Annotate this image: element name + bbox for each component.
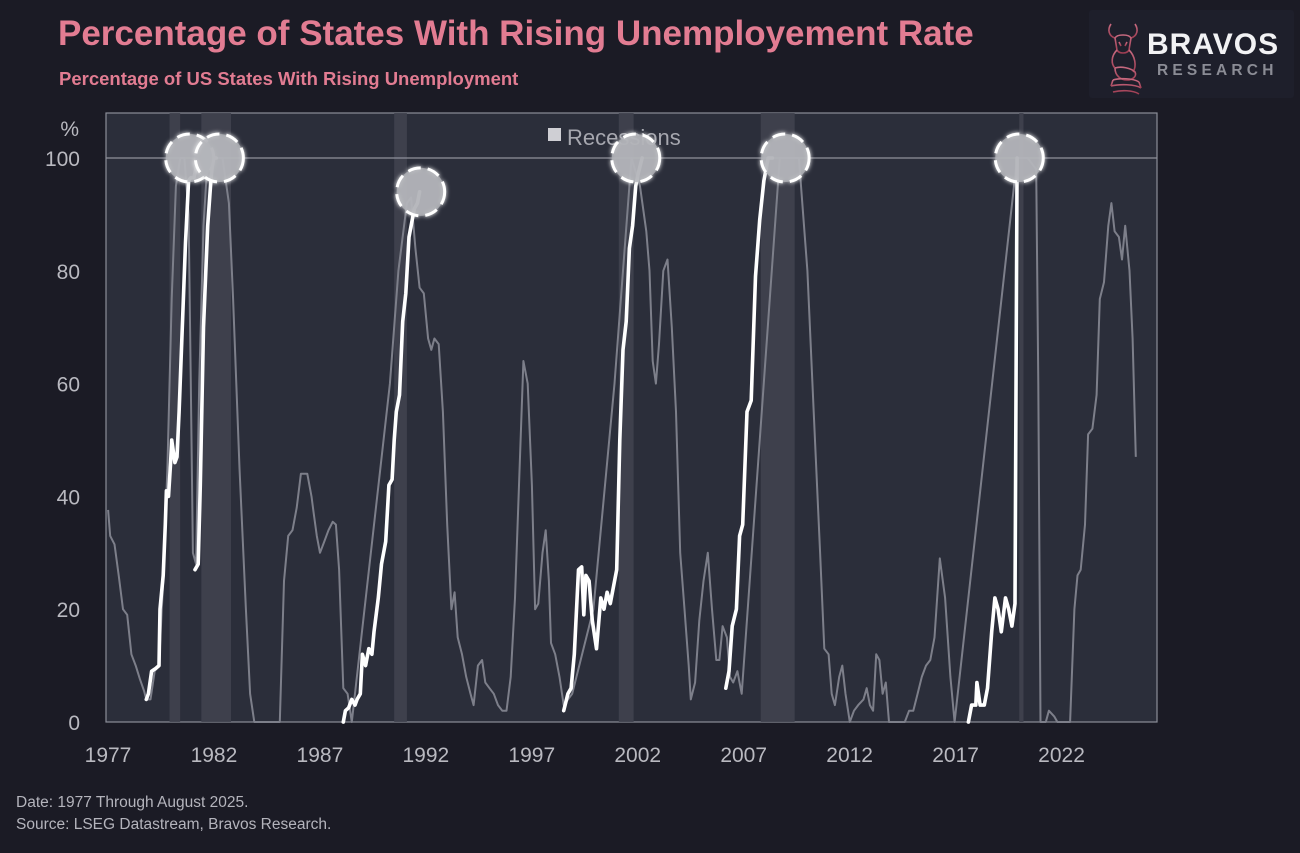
x-tick-label-1977: 1977 <box>85 744 132 767</box>
logo-tagline: RESEARCH <box>1157 62 1278 79</box>
base-series <box>107 157 1137 723</box>
highlight-segment-5 <box>966 156 1019 724</box>
recession-band-4 <box>760 113 795 722</box>
y-tick-label-40: 40 <box>57 486 80 509</box>
highlight-segment-2 <box>341 190 422 724</box>
bull-knight-icon <box>1108 23 1142 95</box>
peak-circle-peak-2020 <box>993 132 1045 184</box>
x-tick-label-1987: 1987 <box>297 744 344 767</box>
y-tick-label-100: 100 <box>45 148 80 171</box>
peak-highlights <box>164 132 1045 218</box>
x-tick-label-1992: 1992 <box>402 744 449 767</box>
recession-bands <box>169 113 1024 722</box>
recession-band-0 <box>169 113 181 722</box>
recession-band-2 <box>394 113 407 722</box>
y-tick-label-20: 20 <box>57 599 80 622</box>
x-tick-label-1982: 1982 <box>191 744 238 767</box>
peak-circle-peak-1982 <box>193 132 245 184</box>
x-tick-label-1997: 1997 <box>508 744 555 767</box>
peak-circle-peak-1991 <box>395 166 447 218</box>
recession-band-1 <box>201 113 232 722</box>
chart-title: Percentage of States With Rising Unemplo… <box>58 14 974 53</box>
chart-subtitle: Percentage of US States With Rising Unem… <box>59 68 519 89</box>
recession-band-5 <box>1019 113 1024 722</box>
y-tick-label-80: 80 <box>57 261 80 284</box>
highlight-segment-4 <box>724 156 775 690</box>
axes: % 0 20 40 60 80 100 1977 1982 1987 1992 1997 2002 20… <box>45 118 1085 767</box>
peak-circle-peak-2001 <box>610 132 662 184</box>
legend-swatch-recessions <box>548 128 561 141</box>
logo-name: BRAVOS <box>1147 28 1280 61</box>
date-note: Date: 1977 Through August 2025. <box>16 794 249 811</box>
series-line-states-rising <box>107 157 1137 723</box>
x-tick-label-2022: 2022 <box>1038 744 1085 767</box>
highlight-segment-0 <box>144 156 200 702</box>
x-tick-label-2012: 2012 <box>826 744 873 767</box>
y-tick-label-0: 0 <box>68 712 80 735</box>
x-tick-label-2007: 2007 <box>720 744 767 767</box>
bravos-research-logo: BRAVOS RESEARCH <box>1089 10 1294 98</box>
footer-notes: Date: 1977 Through August 2025. Source: … <box>16 792 331 836</box>
y-axis-unit-label: % <box>60 118 79 141</box>
source-note: Source: LSEG Datastream, Bravos Research… <box>16 816 332 833</box>
peak-circle-peak-2009 <box>759 132 811 184</box>
y-tick-label-60: 60 <box>57 374 80 397</box>
highlight-segment-3 <box>561 156 644 713</box>
x-tick-label-2002: 2002 <box>614 744 661 767</box>
x-tick-label-2017: 2017 <box>932 744 979 767</box>
